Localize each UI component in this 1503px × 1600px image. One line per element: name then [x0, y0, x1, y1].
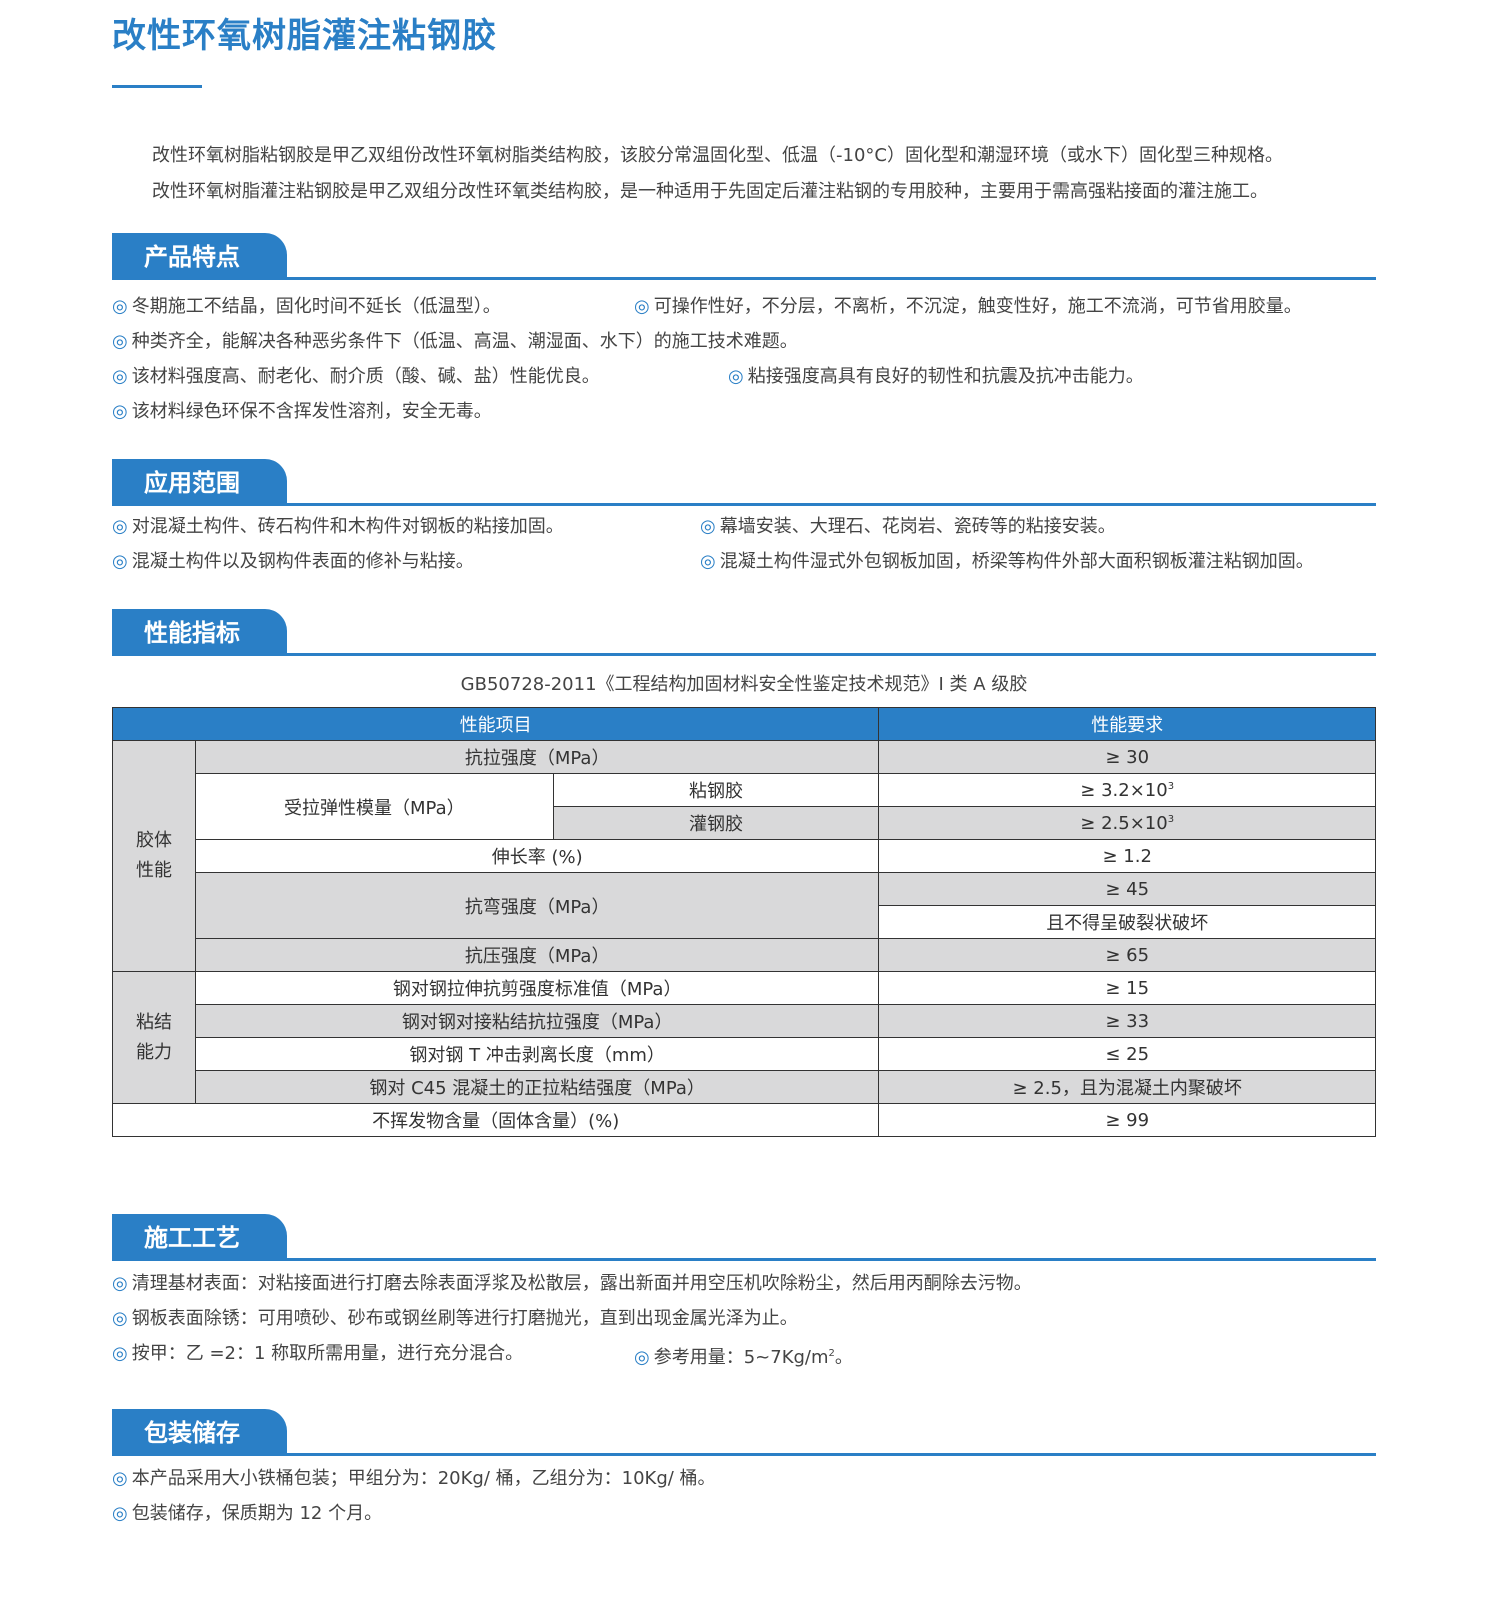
table-row: 灌钢胶 ≥ 2.5×103 — [113, 806, 1376, 840]
list-item: ◎ 对混凝土构件、砖石构件和木构件对钢板的粘接加固。 — [112, 516, 564, 537]
section-title: 性能指标 — [112, 609, 287, 655]
divider — [112, 503, 1376, 506]
list-item: ◎ 可操作性好，不分层，不离析，不沉淀，触变性好，施工不流淌，可节省用胶量。 — [634, 296, 1302, 317]
cell: 不挥发物含量（固体含量）(%) — [111, 1103, 880, 1137]
list-item: ◎ 混凝土构件湿式外包钢板加固，桥梁等构件外部大面积钢板灌注粘钢加固。 — [700, 551, 1314, 572]
list-item: ◎ 幕墙安装、大理石、花岗岩、瓷砖等的粘接安装。 — [700, 516, 1116, 537]
bullet-icon: ◎ — [112, 1503, 128, 1524]
cell: ≥ 3.2×103 — [878, 773, 1376, 807]
bullet-icon: ◎ — [112, 331, 128, 352]
list-item: ◎ 清理基材表面：对粘接面进行打磨去除表面浮浆及松散层，露出新面并用空压机吹除粉尘… — [112, 1273, 1032, 1294]
list-item: ◎ 参考用量：5~7Kg/m2。 — [634, 1347, 853, 1368]
group-label: 粘结 能力 — [112, 971, 196, 1104]
cell: ≥ 2.5，且为混凝土内聚破坏 — [878, 1070, 1376, 1104]
cell: 抗弯强度（MPa） — [194, 872, 880, 939]
bullet-icon: ◎ — [634, 296, 650, 317]
bullet-icon: ◎ — [112, 296, 128, 317]
cell: ≥ 2.5×103 — [878, 806, 1376, 840]
bullet-icon: ◎ — [112, 1273, 128, 1294]
cell: ≥ 33 — [878, 1004, 1376, 1038]
cell: ≤ 25 — [878, 1037, 1376, 1071]
cell: ≥ 45 — [878, 872, 1376, 906]
list-item: ◎ 混凝土构件以及钢构件表面的修补与粘接。 — [112, 551, 474, 572]
table-row: 抗压强度（MPa） ≥ 65 — [113, 938, 1376, 972]
intro-line: 改性环氧树脂粘钢胶是甲乙双组份改性环氧树脂类结构胶，该胶分常温固化型、低温（-1… — [152, 145, 1283, 166]
cell: 受拉弹性模量（MPa） — [194, 773, 554, 840]
bullet-icon: ◎ — [112, 1308, 128, 1329]
section-title: 应用范围 — [112, 459, 287, 505]
table-row: 钢对钢 T 冲击剥离长度（mm） ≤ 25 — [113, 1037, 1376, 1071]
cell: 粘钢胶 — [552, 773, 880, 807]
bullet-icon: ◎ — [700, 551, 716, 572]
table-row: 受拉弹性模量（MPa） 粘钢胶 ≥ 3.2×103 — [113, 773, 1376, 840]
title-underline — [112, 85, 202, 88]
cell: 伸长率 (%) — [194, 839, 880, 873]
bullet-icon: ◎ — [634, 1347, 650, 1368]
bullet-icon: ◎ — [112, 366, 128, 387]
header-requirement: 性能要求 — [878, 707, 1376, 741]
bullet-icon: ◎ — [112, 516, 128, 537]
list-item: ◎ 种类齐全，能解决各种恶劣条件下（低温、高温、潮湿面、水下）的施工技术难题。 — [112, 331, 798, 352]
cell: 抗拉强度（MPa） — [194, 740, 880, 774]
cell: 钢对钢拉伸抗剪强度标准值（MPa） — [194, 971, 880, 1005]
table-row: 胶体 性能 抗拉强度（MPa） ≥ 30 — [112, 740, 1376, 972]
list-item: ◎ 冬期施工不结晶，固化时间不延长（低温型）。 — [112, 296, 501, 317]
intro: 改性环氧树脂粘钢胶是甲乙双组份改性环氧树脂类结构胶，该胶分常温固化型、低温（-1… — [152, 138, 1283, 210]
cell: 灌钢胶 — [552, 806, 880, 840]
list-item: ◎ 粘接强度高具有良好的韧性和抗震及抗冲击能力。 — [728, 366, 1144, 387]
intro-line: 改性环氧树脂灌注粘钢胶是甲乙双组分改性环氧类结构胶，是一种适用于先固定后灌注粘钢… — [152, 181, 1268, 202]
cell: ≥ 15 — [878, 971, 1376, 1005]
section-title: 产品特点 — [112, 233, 287, 279]
table-header: 性能项目 性能要求 — [111, 707, 1376, 741]
section-title: 施工工艺 — [112, 1214, 287, 1260]
cell: 钢对钢 T 冲击剥离长度（mm） — [194, 1037, 880, 1071]
table-row: 粘结 能力 钢对钢拉伸抗剪强度标准值（MPa） ≥ 15 — [112, 971, 1376, 1104]
performance-table: 性能项目 性能要求 胶体 性能 抗拉强度（MPa） ≥ 30 受拉弹性模量（MPa）… — [111, 707, 1376, 1137]
list-item: ◎ 包装储存，保质期为 12 个月。 — [112, 1503, 383, 1524]
cell: 抗压强度（MPa） — [194, 938, 880, 972]
cell: ≥ 65 — [878, 938, 1376, 972]
bullet-icon: ◎ — [112, 1343, 128, 1364]
divider — [112, 277, 1376, 280]
list-item: ◎ 本产品采用大小铁桶包装；甲组分为：20Kg/ 桶，乙组分为：10Kg/ 桶。 — [112, 1468, 716, 1489]
list-item: ◎ 钢板表面除锈：可用喷砂、砂布或钢丝刷等进行打磨抛光，直到出现金属光泽为止。 — [112, 1308, 798, 1329]
section-title: 包装储存 — [112, 1409, 287, 1455]
cell: ≥ 30 — [878, 740, 1376, 774]
standard-caption: GB50728-2011《工程结构加固材料安全性鉴定技术规范》I 类 A 级胶 — [460, 674, 1028, 695]
bullet-icon: ◎ — [112, 551, 128, 572]
list-item: ◎ 按甲：乙 =2：1 称取所需用量，进行充分混合。 — [112, 1343, 524, 1364]
section-performance: 性能指标 — [112, 609, 1376, 657]
section-packaging: 包装储存 ◎ 本产品采用大小铁桶包装；甲组分为：20Kg/ 桶，乙组分为：10Kg… — [112, 1409, 1376, 1524]
table-row: 抗弯强度（MPa） ≥ 45 — [113, 872, 1376, 939]
page-title: 改性环氧树脂灌注粘钢胶 — [112, 16, 497, 56]
table-row: 伸长率 (%) ≥ 1.2 — [113, 839, 1376, 873]
header-item: 性能项目 — [111, 707, 880, 741]
table-row: 且不得呈破裂状破坏 — [113, 905, 1376, 939]
table-row: 钢对钢对接粘结抗拉强度（MPa） ≥ 33 — [113, 1004, 1376, 1038]
bullet-icon: ◎ — [112, 401, 128, 422]
section-applications: 应用范围 ◎ 对混凝土构件、砖石构件和木构件对钢板的粘接加固。 ◎ 幕墙安装、大理石… — [112, 459, 1376, 572]
cell: 钢对 C45 混凝土的正拉粘结强度（MPa） — [194, 1070, 880, 1104]
group-label: 胶体 性能 — [112, 740, 196, 972]
divider — [112, 653, 1376, 656]
section-features: 产品特点 ◎ 冬期施工不结晶，固化时间不延长（低温型）。 ◎ 可操作性好，不分层，不… — [112, 233, 1376, 422]
cell: 且不得呈破裂状破坏 — [878, 905, 1376, 939]
divider — [112, 1453, 1376, 1456]
cell: ≥ 1.2 — [878, 839, 1376, 873]
bullet-icon: ◎ — [112, 1468, 128, 1489]
section-construction: 施工工艺 ◎ 清理基材表面：对粘接面进行打磨去除表面浮浆及松散层，露出新面并用空压… — [112, 1214, 1376, 1368]
list-item: ◎ 该材料绿色环保不含挥发性溶剂，安全无毒。 — [112, 401, 492, 422]
bullet-icon: ◎ — [728, 366, 744, 387]
table-row: 不挥发物含量（固体含量）(%) ≥ 99 — [111, 1103, 1376, 1137]
cell: 钢对钢对接粘结抗拉强度（MPa） — [194, 1004, 880, 1038]
bullet-icon: ◎ — [700, 516, 716, 537]
list-item: ◎ 该材料强度高、耐老化、耐介质（酸、碱、盐）性能优良。 — [112, 366, 600, 387]
table-row: 钢对 C45 混凝土的正拉粘结强度（MPa） ≥ 2.5，且为混凝土内聚破坏 — [113, 1070, 1376, 1104]
cell: ≥ 99 — [878, 1103, 1376, 1137]
divider — [112, 1258, 1376, 1261]
